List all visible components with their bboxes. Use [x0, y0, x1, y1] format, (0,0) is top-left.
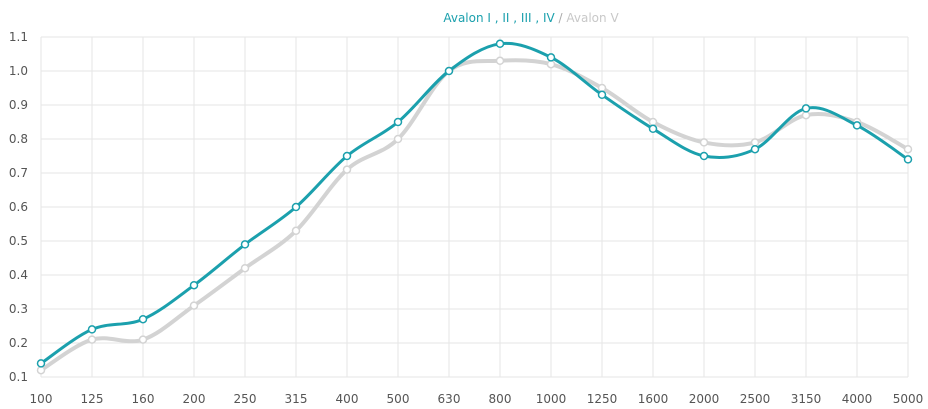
- x-tick-label: 400: [336, 392, 359, 406]
- data-point[interactable]: [495, 39, 505, 49]
- data-point[interactable]: [444, 66, 454, 76]
- data-point[interactable]: [546, 53, 556, 62]
- data-point[interactable]: [189, 280, 199, 290]
- data-point[interactable]: [36, 359, 46, 368]
- y-tick-label: 0.3: [9, 302, 28, 316]
- data-point[interactable]: [750, 138, 760, 147]
- data-point[interactable]: [699, 138, 709, 147]
- legend-separator: /: [555, 11, 567, 25]
- y-tick-label: 1.1: [9, 30, 28, 44]
- data-point[interactable]: [852, 121, 862, 130]
- data-point[interactable]: [648, 117, 658, 127]
- x-tick-label: 2000: [689, 392, 720, 406]
- data-point[interactable]: [189, 301, 199, 310]
- x-tick-label: 200: [183, 392, 206, 406]
- legend-item-series-0[interactable]: Avalon I , II , III , IV: [443, 11, 555, 25]
- x-tick-label: 160: [132, 392, 155, 406]
- legend[interactable]: Avalon I , II , III , IV / Avalon V: [443, 11, 619, 25]
- x-tick-label: 100: [30, 392, 53, 406]
- data-point[interactable]: [597, 90, 607, 100]
- data-point[interactable]: [393, 134, 403, 144]
- y-tick-label: 0.5: [9, 234, 28, 248]
- x-tick-label: 1000: [536, 392, 567, 406]
- y-tick-label: 0.8: [9, 132, 28, 146]
- x-tick-label: 4000: [842, 392, 873, 406]
- data-point[interactable]: [903, 144, 913, 154]
- legend-item-series-1[interactable]: Avalon V: [566, 11, 619, 25]
- x-axis-ticks: 100 125 160 200 250 315 400 500 630 800 1000 1250 16…: [30, 392, 924, 406]
- data-point[interactable]: [750, 144, 760, 154]
- data-point[interactable]: [648, 124, 658, 134]
- x-tick-label: 125: [81, 392, 104, 406]
- y-tick-label: 0.9: [9, 98, 28, 112]
- y-tick-label: 0.7: [9, 166, 28, 180]
- x-tick-label: 315: [285, 392, 308, 406]
- data-point[interactable]: [699, 151, 709, 161]
- series-line: [39, 58, 909, 372]
- data-point[interactable]: [138, 314, 148, 324]
- series-layer: [36, 39, 913, 375]
- data-point[interactable]: [393, 117, 403, 127]
- data-point[interactable]: [801, 110, 811, 120]
- series-line: [40, 41, 909, 365]
- data-point[interactable]: [36, 365, 46, 375]
- y-tick-label: 0.4: [9, 268, 28, 282]
- data-point[interactable]: [597, 83, 607, 93]
- y-tick-label: 0.2: [9, 336, 28, 350]
- data-point[interactable]: [87, 325, 97, 334]
- x-tick-label: 5000: [893, 392, 924, 406]
- series-0: [36, 39, 913, 368]
- data-point[interactable]: [291, 202, 301, 212]
- data-point[interactable]: [291, 226, 301, 236]
- x-tick-label: 1600: [638, 392, 669, 406]
- data-point[interactable]: [546, 59, 556, 69]
- grid: [40, 36, 909, 378]
- x-tick-label: 250: [234, 392, 257, 406]
- y-tick-label: 0.6: [9, 200, 28, 214]
- y-tick-label: 0.1: [9, 370, 28, 384]
- x-tick-label: 500: [387, 392, 410, 406]
- x-tick-label: 3150: [791, 392, 822, 406]
- data-point[interactable]: [87, 335, 97, 344]
- x-tick-label: 630: [438, 392, 461, 406]
- data-point[interactable]: [138, 335, 148, 344]
- x-tick-label: 2500: [740, 392, 771, 406]
- data-point[interactable]: [342, 151, 352, 161]
- series-1: [36, 56, 913, 375]
- y-axis-ticks: 0.1 0.2 0.3 0.4 0.5 0.6 0.7 0.8 0.9 1.0 1.1: [9, 30, 28, 384]
- data-point[interactable]: [342, 165, 352, 174]
- data-point[interactable]: [801, 104, 811, 113]
- x-tick-label: 800: [489, 392, 512, 406]
- data-point[interactable]: [495, 56, 505, 66]
- data-point[interactable]: [240, 263, 250, 273]
- data-point[interactable]: [240, 240, 250, 249]
- x-tick-label: 1250: [587, 392, 618, 406]
- data-point[interactable]: [903, 155, 913, 164]
- y-tick-label: 1.0: [9, 64, 28, 78]
